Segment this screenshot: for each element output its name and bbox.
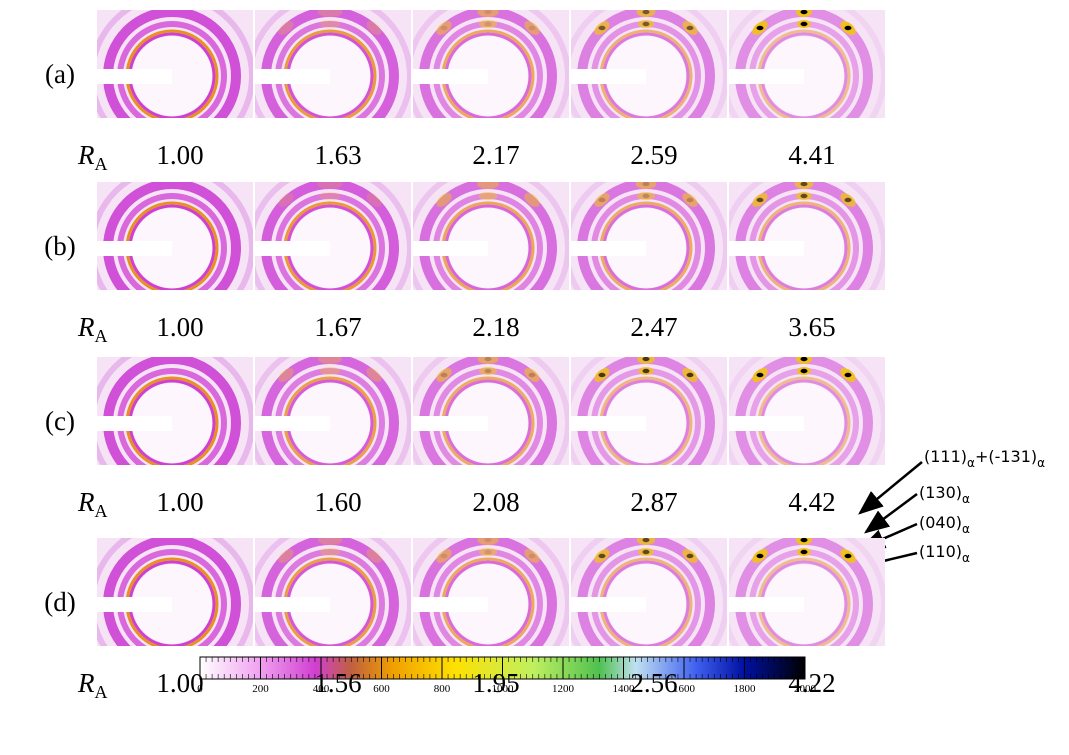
ra-subscript: A [95, 501, 108, 521]
ra-value: 1.56 [314, 668, 361, 698]
diffraction-pattern [571, 357, 727, 465]
diffraction-pattern [729, 10, 885, 118]
ra-value: 1.60 [314, 487, 361, 517]
ra-value: 1.95 [472, 668, 519, 698]
ra-value: 4.41 [788, 140, 835, 170]
diffraction-pattern [571, 538, 727, 646]
ra-value: 2.47 [630, 312, 677, 342]
diffraction-pattern [729, 357, 885, 465]
annotation-text: (110) [919, 542, 962, 561]
diffraction-pattern [97, 10, 253, 118]
ra-value: 2.87 [630, 487, 677, 517]
ra-symbol-r: R [77, 668, 95, 698]
peak-annotation: (111)α+(-131)α [924, 447, 1045, 470]
peak-annotation: (110)α [919, 542, 970, 565]
row-label: (d) [44, 587, 75, 617]
ra-symbol-r: R [77, 140, 95, 170]
colorbar-tick-label: 800 [434, 683, 451, 695]
diffraction-pattern [255, 10, 411, 118]
ra-value: 3.65 [788, 312, 835, 342]
ra-value: 4.22 [788, 668, 835, 698]
annotation-subscript: α [962, 522, 970, 536]
diffraction-pattern [97, 538, 253, 646]
annotation-text: (111) [924, 447, 967, 466]
annotation-text: +(-131) [975, 447, 1037, 466]
ra-subscript: A [95, 682, 108, 702]
ra-symbol-r: R [77, 487, 95, 517]
ra-value: 2.18 [472, 312, 519, 342]
ra-symbol: RA [77, 140, 108, 174]
row-label: (a) [45, 59, 75, 89]
annotation-subscript: α [967, 456, 975, 470]
diffraction-pattern [413, 538, 569, 646]
colorbar-tick-label: 400 [313, 683, 330, 695]
ra-value: 1.00 [156, 312, 203, 342]
ra-value: 1.63 [314, 140, 361, 170]
diffraction-pattern [571, 182, 727, 290]
colorbar-tick-label: 600 [373, 683, 390, 695]
colorbar-tick-label: 0 [197, 683, 203, 695]
colorbar-tick-label: 1600 [673, 683, 696, 695]
diffraction-pattern [571, 10, 727, 118]
ra-value: 2.59 [630, 140, 677, 170]
ra-value: 2.56 [630, 668, 677, 698]
row-label: (c) [45, 406, 75, 436]
ra-symbol-r: R [77, 312, 95, 342]
ra-value: 2.08 [472, 487, 519, 517]
annotation-text: (040) [919, 513, 962, 532]
diffraction-pattern [729, 182, 885, 290]
diffraction-pattern [255, 538, 411, 646]
annotation-subscript: α [1037, 456, 1045, 470]
ra-value: 2.17 [472, 140, 519, 170]
diffraction-pattern [255, 182, 411, 290]
colorbar-tick-label: 1000 [492, 683, 515, 695]
annotation-subscript: α [962, 492, 970, 506]
peak-annotation: (130)α [919, 483, 970, 506]
colorbar-tick-label: 1200 [552, 683, 575, 695]
diffraction-pattern [729, 538, 885, 646]
ra-subscript: A [95, 326, 108, 346]
ra-symbol: RA [77, 668, 108, 702]
diffraction-pattern [413, 357, 569, 465]
row-label: (b) [44, 231, 75, 261]
diffraction-pattern [97, 182, 253, 290]
annotation-text: (130) [919, 483, 962, 502]
diffraction-pattern [413, 10, 569, 118]
ra-subscript: A [95, 154, 108, 174]
ra-value: 1.00 [156, 668, 203, 698]
ra-symbol: RA [77, 312, 108, 346]
diffraction-pattern [97, 357, 253, 465]
ra-value: 1.00 [156, 140, 203, 170]
colorbar-tick-label: 1800 [734, 683, 757, 695]
ra-value: 1.67 [314, 312, 361, 342]
diffraction-pattern [413, 182, 569, 290]
diffraction-pattern [255, 357, 411, 465]
colorbar-tick-label: 200 [252, 683, 269, 695]
ra-value: 1.00 [156, 487, 203, 517]
annotation-subscript: α [962, 551, 970, 565]
peak-annotation: (040)α [919, 513, 970, 536]
ra-symbol: RA [77, 487, 108, 521]
colorbar-tick-label: 1400 [613, 683, 636, 695]
ra-value: 4.42 [788, 487, 835, 517]
colorbar-tick-label: 2000 [794, 683, 817, 695]
